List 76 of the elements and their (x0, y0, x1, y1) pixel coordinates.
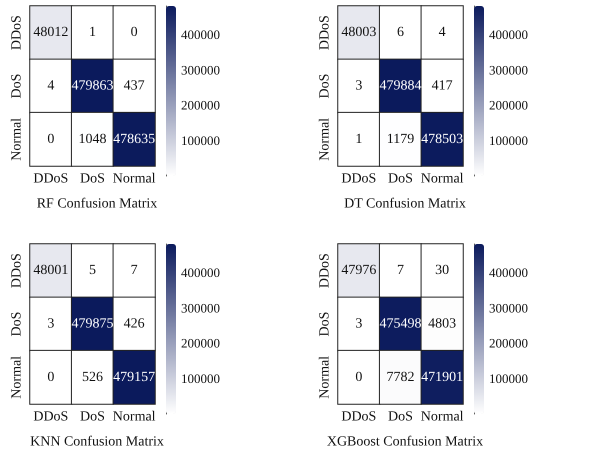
data-label: 526 (82, 370, 103, 385)
data-label: 479875 (72, 316, 114, 332)
x-tick-label: DoS (80, 172, 105, 186)
color-bar-label: 200000 (489, 336, 528, 351)
data-label: 48001 (33, 263, 68, 278)
data-label: 478635 (113, 132, 156, 147)
x-tick-label: DDoS (341, 410, 376, 424)
x-tick-label: DoS (388, 410, 413, 424)
data-label: 5 (89, 263, 96, 278)
color-bar-label: 100000 (181, 371, 220, 386)
color-bar-label: 100000 (489, 371, 528, 386)
data-label: 0 (130, 25, 138, 40)
data-label: 7 (397, 263, 404, 278)
data-label: 437 (124, 78, 145, 94)
color-bar-label: 400000 (489, 264, 528, 280)
color-bar-label: 400000 (181, 26, 220, 42)
x-tick-label: DoS (80, 410, 105, 424)
y-tick-label: DoS (318, 74, 332, 98)
data-label: 426 (124, 316, 145, 332)
y-tick-label: DoS (10, 312, 24, 336)
x-tick-label: DoS (388, 172, 413, 186)
y-tick-label: DDoS (318, 15, 332, 50)
data-label: 3 (355, 78, 362, 94)
color-bar-label: 200000 (489, 98, 528, 113)
data-label: 479863 (72, 78, 114, 94)
data-label: 471901 (421, 370, 464, 385)
color-bar-label: 100000 (181, 133, 220, 148)
text: XGBoost Confusion Matrix (326, 434, 484, 450)
data-label: 479884 (380, 78, 422, 94)
data-label: 0 (355, 370, 362, 385)
data-label: 1 (355, 132, 362, 147)
y-tick-label: DoS (10, 74, 24, 98)
data-label: 4803 (428, 316, 456, 332)
data-label: 47976 (341, 263, 376, 278)
data-label: 1179 (386, 132, 414, 147)
color-bar-label: 200000 (181, 336, 220, 351)
data-label: 1 (89, 25, 96, 40)
data-label: 30 (435, 263, 450, 278)
data-label: 3 (47, 316, 54, 332)
data-label: 0 (47, 132, 54, 147)
data-label: 0 (47, 370, 54, 385)
x-tick-label: Normal (420, 172, 464, 186)
data-label: 6 (397, 25, 404, 40)
data-label: 48012 (33, 25, 68, 40)
text: DT Confusion Matrix (344, 196, 466, 212)
data-label: 1048 (78, 132, 106, 147)
data-label: 7782 (386, 370, 414, 385)
y-tick-label: DoS (318, 312, 332, 336)
color-bar-label: 100000 (489, 133, 528, 148)
x-tick-label: Normal (112, 410, 156, 424)
data-label: 7 (130, 263, 138, 278)
data-label: 417 (432, 78, 453, 94)
y-tick-label: DDoS (10, 15, 24, 50)
data-label: 478503 (421, 132, 464, 147)
x-tick-label: DDoS (33, 410, 68, 424)
data-label: 48003 (341, 25, 376, 40)
color-bar-label: 200000 (181, 98, 220, 113)
data-label: 3 (355, 316, 362, 332)
color-bar-label: 300000 (489, 300, 528, 316)
text: KNN Confusion Matrix (30, 434, 164, 450)
data-label: 479157 (113, 370, 156, 385)
x-tick-label: Normal (112, 172, 156, 186)
data-label: 475498 (380, 316, 422, 332)
data-label: 4 (47, 78, 54, 94)
color-bar-label: 400000 (181, 264, 220, 280)
x-tick-label: DDoS (33, 172, 68, 186)
color-bar-label: 300000 (489, 62, 528, 78)
color-bar-label: 300000 (181, 300, 220, 316)
x-tick-label: Normal (420, 410, 464, 424)
color-bar-label: 400000 (489, 26, 528, 42)
text: RF Confusion Matrix (36, 196, 158, 212)
y-tick-label: DDoS (318, 253, 332, 288)
data-label: 4 (438, 25, 446, 40)
y-tick-label: DDoS (10, 253, 24, 288)
x-tick-label: DDoS (341, 172, 376, 186)
color-bar-label: 300000 (181, 62, 220, 78)
